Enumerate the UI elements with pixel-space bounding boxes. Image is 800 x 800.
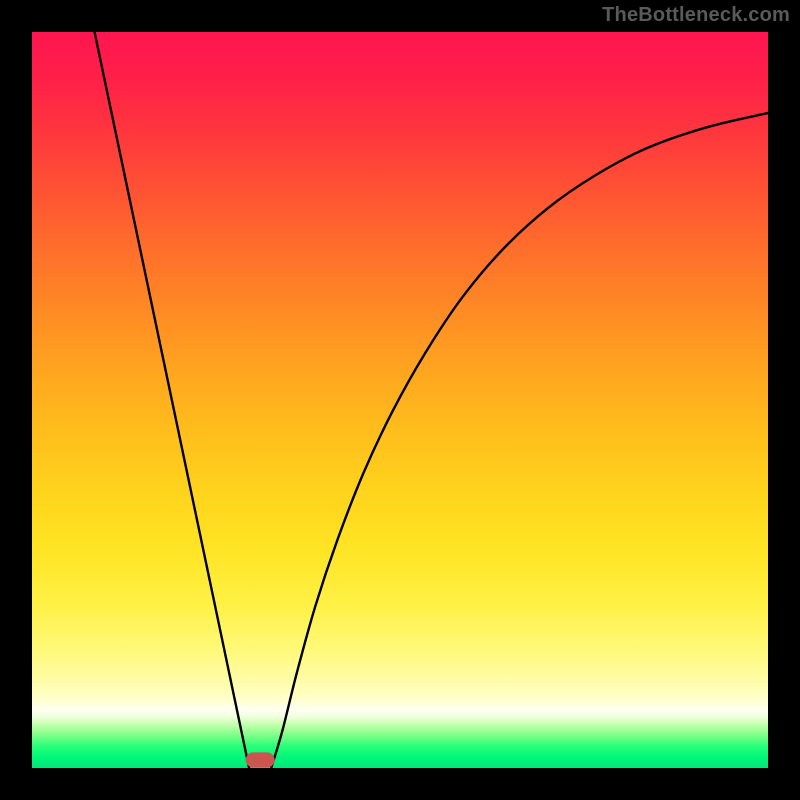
watermark-text: TheBottleneck.com: [602, 4, 790, 27]
bottleneck-chart: [0, 0, 800, 800]
chart-svg: [0, 0, 800, 800]
plot-background: [32, 32, 768, 768]
optimum-marker: [246, 753, 274, 767]
